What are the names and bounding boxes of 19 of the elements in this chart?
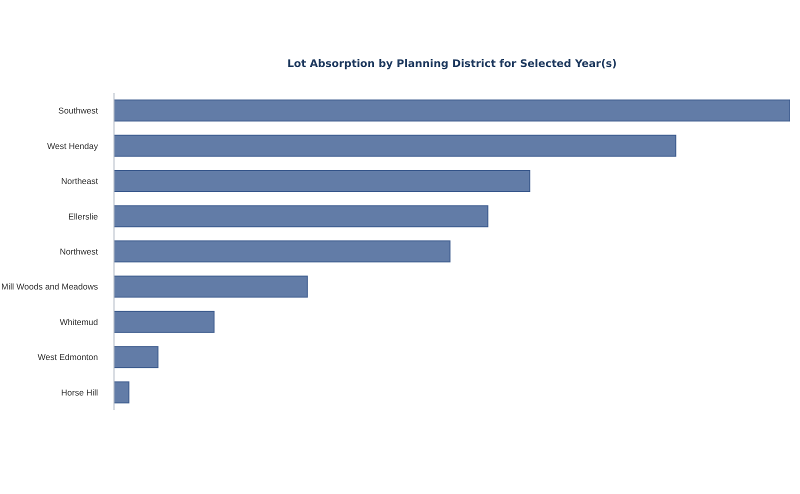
y-tick-label: Whitemud — [60, 316, 98, 327]
y-tick-label: Northeast — [61, 176, 99, 186]
y-tick-label: Horse Hill — [61, 387, 98, 398]
bar — [114, 100, 790, 122]
bar — [114, 381, 130, 404]
bar — [114, 276, 308, 298]
y-tick-label: Northwest — [60, 246, 99, 256]
bar — [114, 134, 676, 157]
bar — [114, 240, 450, 262]
bar — [114, 346, 158, 368]
y-tick-label: Mill Woods and Meadows — [1, 282, 98, 292]
y-tick-label: West Edmonton — [38, 352, 98, 362]
chart-title: Lot Absorption by Planning District for Selected Year(s) — [286, 58, 618, 70]
y-tick-label: Southwest — [58, 106, 99, 116]
bar — [114, 205, 488, 228]
y-tick-label: West Henday — [47, 140, 99, 151]
y-tick-label: Ellerslie — [68, 211, 98, 222]
bar — [114, 310, 215, 333]
bar — [114, 170, 530, 192]
